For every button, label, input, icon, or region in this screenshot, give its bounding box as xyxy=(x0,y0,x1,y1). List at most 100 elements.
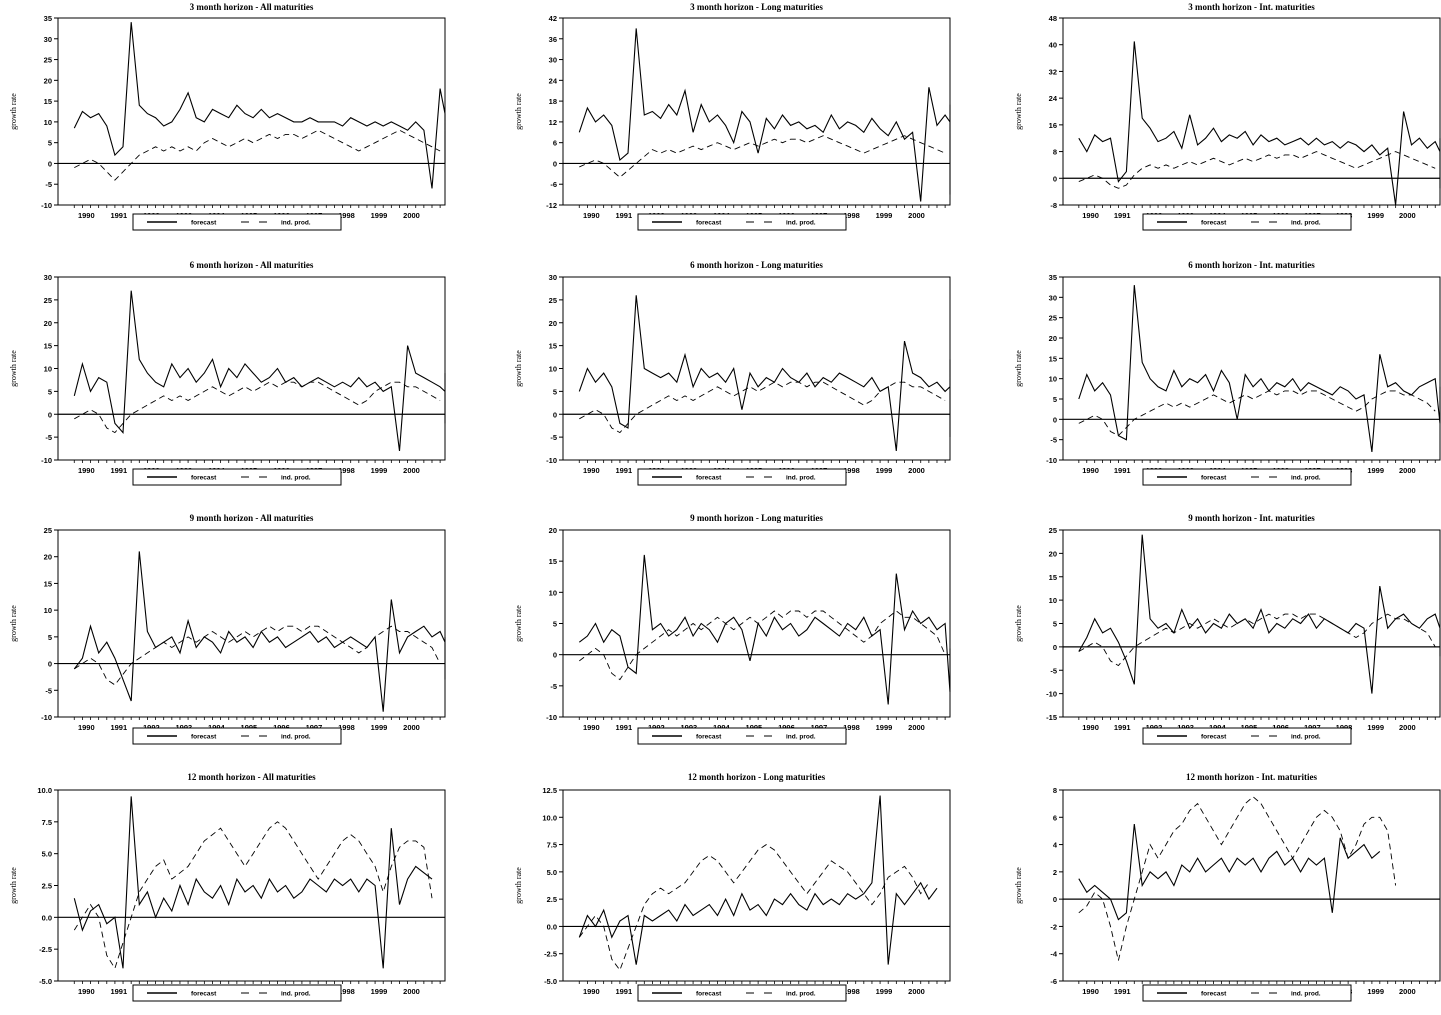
x-tick-label: 1990 xyxy=(1082,211,1099,220)
legend-label-ind-prod: ind. prod. xyxy=(281,991,311,998)
legend-label-ind-prod: ind. prod. xyxy=(1291,475,1321,482)
legend-label-ind-prod: ind. prod. xyxy=(281,475,311,482)
y-tick-label: 35 xyxy=(44,14,52,23)
chart-panel-5: 6 month horizon - Long maturities growth … xyxy=(514,260,951,486)
legend-label-ind-prod: ind. prod. xyxy=(786,734,816,741)
series-line-forecast xyxy=(73,22,446,189)
chart-legend: forecast ind. prod. xyxy=(132,468,342,486)
y-tick-label: 8 xyxy=(1053,786,1057,795)
legend-label-forecast: forecast xyxy=(191,991,217,998)
series-line-ind-prod xyxy=(1078,613,1436,667)
y-tick-label: 0 xyxy=(1053,174,1057,183)
series-line-ind-prod xyxy=(579,610,946,681)
x-tick-label: 1990 xyxy=(78,211,95,220)
x-tick-label: 1998 xyxy=(843,987,860,996)
y-tick-label: 7.5 xyxy=(42,818,52,827)
chart-panel-10: 12 month horizon - All maturities growth … xyxy=(9,772,446,1002)
plot-frame xyxy=(562,17,951,206)
legend-box xyxy=(1142,984,1352,1002)
x-tick-label: 1999 xyxy=(876,987,893,996)
x-tick-label: 2000 xyxy=(1399,466,1416,475)
y-tick-label: 5 xyxy=(48,387,52,396)
y-axis-label: growth rate xyxy=(1014,93,1023,130)
series-line-ind-prod xyxy=(73,821,433,970)
series-line-forecast xyxy=(1078,41,1441,206)
series-line-forecast xyxy=(578,295,951,451)
y-tick-label: -2.5 xyxy=(544,950,557,959)
x-tick-label: 1998 xyxy=(843,723,860,732)
chart-panel-12: 12 month horizon - Int. maturities growth… xyxy=(1014,772,1441,1002)
y-tick-label: 10 xyxy=(549,588,557,597)
x-tick-label: 1991 xyxy=(1114,466,1131,475)
y-tick-label: 18 xyxy=(549,97,557,106)
y-tick-label: 20 xyxy=(44,76,52,85)
x-tick-label: 1991 xyxy=(110,987,127,996)
legend-label-forecast: forecast xyxy=(696,220,722,227)
chart-legend: forecast ind. prod. xyxy=(637,984,847,1002)
y-tick-label: 0 xyxy=(48,410,52,419)
y-tick-label: 7.5 xyxy=(547,841,557,850)
y-tick-label: 12.5 xyxy=(542,786,557,795)
x-tick-label: 2000 xyxy=(908,211,925,220)
chart-legend: forecast ind. prod. xyxy=(132,984,342,1002)
chart-title: 9 month horizon - All maturities xyxy=(190,513,314,523)
y-tick-label: 5 xyxy=(553,387,557,396)
legend-label-ind-prod: ind. prod. xyxy=(786,220,816,227)
x-tick-label: 2000 xyxy=(1399,987,1416,996)
chart-legend: forecast ind. prod. xyxy=(1142,727,1352,745)
legend-box xyxy=(132,468,342,486)
plot-frame xyxy=(57,789,446,982)
x-tick-label: 1999 xyxy=(371,211,388,220)
x-tick-label: 1998 xyxy=(338,211,355,220)
y-axis-label: growth rate xyxy=(1014,350,1023,387)
legend-box xyxy=(637,727,847,745)
chart-legend: forecast ind. prod. xyxy=(132,727,342,745)
chart-title: 6 month horizon - All maturities xyxy=(190,260,314,270)
legend-label-forecast: forecast xyxy=(191,475,217,482)
y-tick-label: 10 xyxy=(1049,375,1057,384)
chart-title: 6 month horizon - Long maturities xyxy=(690,260,823,270)
x-tick-label: 1991 xyxy=(615,987,632,996)
y-tick-label: 30 xyxy=(44,35,52,44)
y-tick-label: 10.0 xyxy=(542,813,557,822)
x-tick-label: 1990 xyxy=(583,211,600,220)
series-line-forecast xyxy=(578,795,938,965)
chart-panel-8: 9 month horizon - Long maturities growth … xyxy=(514,513,951,745)
y-tick-label: 5 xyxy=(48,633,52,642)
y-tick-label: 20 xyxy=(549,319,557,328)
plot-frame xyxy=(57,276,446,461)
y-axis-label: growth rate xyxy=(9,605,18,642)
x-tick-label: 1990 xyxy=(1082,987,1099,996)
y-tick-label: 10 xyxy=(44,365,52,374)
x-tick-label: 2000 xyxy=(403,211,420,220)
x-tick-label: 1999 xyxy=(371,987,388,996)
x-tick-label: 2000 xyxy=(1399,211,1416,220)
y-axis-label: growth rate xyxy=(514,867,523,904)
plot-frame xyxy=(1062,276,1441,461)
chart-title: 9 month horizon - Long maturities xyxy=(690,513,823,523)
series-line-ind-prod xyxy=(74,381,441,434)
y-tick-label: 2 xyxy=(1053,868,1057,877)
chart-title: 12 month horizon - All maturities xyxy=(187,772,316,782)
series-line-ind-prod xyxy=(579,381,946,434)
chart-panel-6: 6 month horizon - Int. maturities growth … xyxy=(1014,260,1441,486)
chart-panel-7: 9 month horizon - All maturities growth r… xyxy=(9,513,446,745)
series-line-forecast xyxy=(73,796,433,969)
legend-label-forecast: forecast xyxy=(696,991,722,998)
x-tick-label: 1999 xyxy=(1367,987,1384,996)
x-tick-label: 1999 xyxy=(876,723,893,732)
y-tick-label: 0 xyxy=(553,159,557,168)
y-tick-label: -5 xyxy=(45,180,52,189)
y-tick-label: 25 xyxy=(1049,314,1057,323)
chart-title: 12 month horizon - Long maturities xyxy=(688,772,826,782)
y-tick-label: 30 xyxy=(549,56,557,65)
legend-label-forecast: forecast xyxy=(696,475,722,482)
legend-box xyxy=(1142,727,1352,745)
series-line-forecast xyxy=(578,28,951,202)
y-tick-label: 4 xyxy=(1053,841,1058,850)
y-tick-label: -2.5 xyxy=(39,945,52,954)
y-tick-label: -5.0 xyxy=(39,977,52,986)
y-tick-label: -5.0 xyxy=(544,977,557,986)
x-tick-label: 1999 xyxy=(1367,211,1384,220)
legend-label-forecast: forecast xyxy=(1201,475,1227,482)
